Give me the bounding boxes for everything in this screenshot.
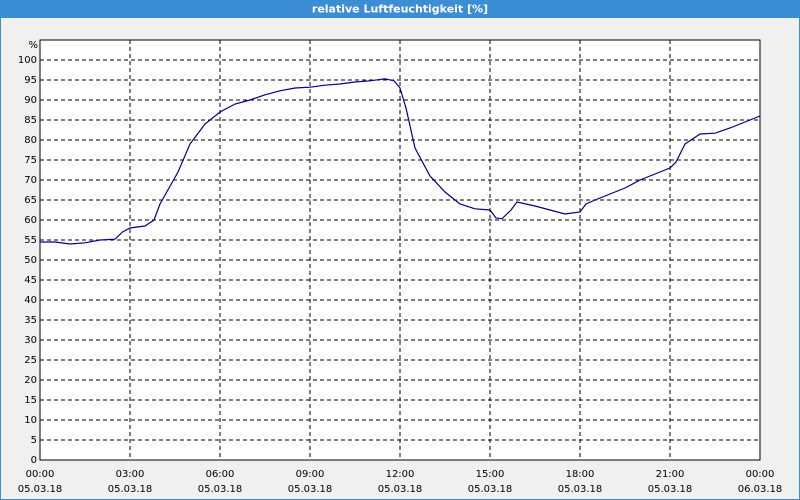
x-tick-label: 18:00 [566,469,595,480]
x-tick-date: 05.03.18 [558,484,603,495]
x-tick-label: 09:00 [296,469,325,480]
y-tick-label: 55 [24,235,37,246]
y-unit: % [28,40,38,51]
x-tick-label: 21:00 [656,469,685,480]
y-tick-label: 65 [24,195,37,206]
x-tick-label: 06:00 [206,469,235,480]
y-tick-label: 10 [24,415,37,426]
y-tick-label: 15 [24,395,37,406]
y-tick-label: 85 [24,115,37,126]
y-tick-label: 5 [31,435,37,446]
y-tick-label: 60 [24,215,37,226]
y-tick-label: 25 [24,355,37,366]
x-tick-label: 00:00 [746,469,775,480]
x-tick-date: 05.03.18 [108,484,153,495]
y-tick-label: 80 [24,135,37,146]
title-bar [0,0,800,18]
y-tick-label: 50 [24,255,37,266]
data-line [40,78,761,245]
chart-title: relative Luftfeuchtigkeit [%] [312,3,488,16]
y-tick-label: 40 [24,295,37,306]
x-tick-label: 00:00 [26,469,55,480]
x-tick-label: 15:00 [476,469,505,480]
x-tick-date: 05.03.18 [468,484,513,495]
y-tick-label: 70 [24,175,37,186]
y-tick-label: 20 [24,375,37,386]
y-tick-label: 95 [24,75,37,86]
x-tick-date: 05.03.18 [648,484,693,495]
x-tick-date: 05.03.18 [378,484,423,495]
y-tick-label: 100 [18,55,37,66]
y-tick-label: 0 [31,455,37,466]
x-tick-date: 05.03.18 [198,484,243,495]
x-tick-label: 03:00 [116,469,145,480]
y-tick-label: 35 [24,315,37,326]
x-tick-date: 05.03.18 [288,484,333,495]
x-tick-label: 12:00 [386,469,415,480]
y-tick-label: 45 [24,275,37,286]
y-tick-label: 90 [24,95,37,106]
y-tick-label: 30 [24,335,37,346]
plot-border [39,39,761,461]
x-tick-date: 05.03.18 [18,484,63,495]
x-tick-date: 06.03.18 [738,484,783,495]
y-tick-label: 75 [24,155,37,166]
